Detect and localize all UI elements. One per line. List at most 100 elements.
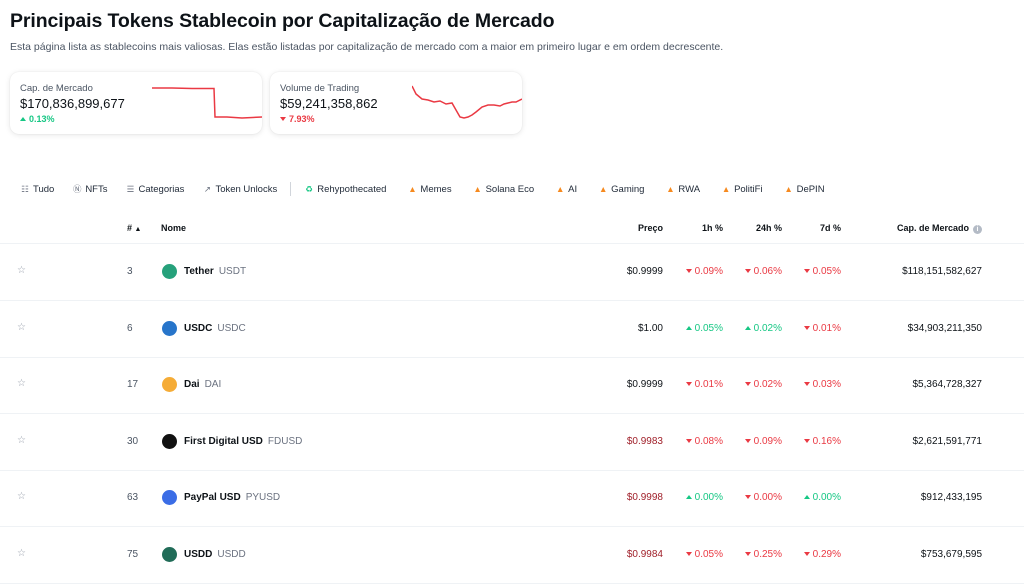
filter-categories[interactable]: ☰ Categorias xyxy=(126,183,185,195)
coin-icon xyxy=(162,547,177,562)
change-1h-cell: 0.05% xyxy=(685,549,723,560)
coin-name[interactable]: Tether USDT xyxy=(184,266,247,277)
coin-symbol: USDC xyxy=(217,322,246,334)
market-cap-change: 0.13% xyxy=(20,114,55,124)
filter-bar: ☷ Tudo Ⓝ NFTs ☰ Categorias ↗ Token Unlocks ♻… xyxy=(20,181,825,197)
volume-sparkline xyxy=(412,85,522,119)
market-cap-cell: $912,433,195 xyxy=(920,492,982,504)
table-row[interactable]: ☆ 3 Tether USDT $0.9999 0.09% 0.06% 0.05% $118,1… xyxy=(0,244,1024,301)
page-title: Principais Tokens Stablecoin por Capital… xyxy=(10,10,555,32)
star-icon[interactable]: ☆ xyxy=(17,434,26,446)
table-row[interactable]: ☆ 75 USDD USDD $0.9984 0.05% 0.25% 0.29% $753,67… xyxy=(0,527,1024,584)
filter-rehypothecated[interactable]: ♻ Rehypothecated xyxy=(305,183,387,195)
filter-token-unlocks[interactable]: ↗ Token Unlocks xyxy=(203,183,278,195)
price-cell: $0.9984 xyxy=(626,549,663,560)
mcap-header[interactable]: Cap. de Mercado i xyxy=(897,223,982,234)
rank-cell: 63 xyxy=(127,492,139,504)
fire-icon: ▲ xyxy=(784,184,793,194)
star-icon[interactable]: ☆ xyxy=(17,378,26,390)
rank-cell: 17 xyxy=(127,379,139,391)
change-7d-cell: 0.29% xyxy=(803,549,841,560)
coin-name[interactable]: Dai DAI xyxy=(184,379,222,391)
star-icon[interactable]: ☆ xyxy=(17,491,26,503)
volume-change: 7.93% xyxy=(280,114,315,124)
filter-politifi[interactable]: ▲ PolitiFi xyxy=(721,183,763,195)
volume-value: $59,241,358,862 xyxy=(280,96,378,111)
triangle-down-icon xyxy=(803,438,810,443)
market-cap-card[interactable]: Cap. de Mercado $170,836,899,677 0.13% xyxy=(10,72,262,134)
fire-icon: ▲ xyxy=(721,184,731,194)
coin-icon xyxy=(162,264,177,279)
market-cap-sparkline xyxy=(152,87,262,119)
change-24h-cell: 0.09% xyxy=(744,436,782,447)
change-7d-cell: 0.03% xyxy=(803,379,841,390)
triangle-down-icon xyxy=(803,325,810,330)
h24-header[interactable]: 24h % xyxy=(755,223,782,233)
filter-rwa[interactable]: ▲ RWA xyxy=(666,183,701,195)
triangle-down-icon xyxy=(744,269,751,273)
market-cap-cell: $753,679,595 xyxy=(920,549,982,560)
coin-icon xyxy=(162,377,177,393)
filter-gaming[interactable]: ▲ Gaming xyxy=(598,183,645,195)
fire-icon: ▲ xyxy=(408,184,417,194)
coin-symbol: USDD xyxy=(217,549,246,560)
triangle-up-icon xyxy=(744,325,751,330)
price-header[interactable]: Preço xyxy=(637,223,663,233)
change-24h-cell: 0.02% xyxy=(744,323,782,334)
table-row[interactable]: ☆ 17 Dai DAI $0.9999 0.01% 0.02% 0.03% $5,364,72… xyxy=(0,357,1024,415)
change-1h-cell: 0.08% xyxy=(685,436,723,447)
nft-icon: Ⓝ xyxy=(73,184,82,194)
filter-ai[interactable]: ▲ AI xyxy=(555,183,578,195)
triangle-down-icon xyxy=(685,382,692,387)
price-cell: $0.9998 xyxy=(626,492,663,504)
triangle-up-icon xyxy=(685,325,692,330)
change-24h-cell: 0.06% xyxy=(744,266,782,277)
rank-cell: 3 xyxy=(127,266,133,277)
table-row[interactable]: ☆ 6 USDC USDC $1.00 0.05% 0.02% 0.01% $34,903,21… xyxy=(0,301,1024,358)
star-icon[interactable]: ☆ xyxy=(17,548,26,559)
fire-icon: ▲ xyxy=(473,184,482,194)
volume-label: Volume de Trading xyxy=(280,83,360,94)
rank-cell: 30 xyxy=(127,435,139,447)
filter-depin[interactable]: ▲ DePIN xyxy=(784,183,825,195)
unlock-icon: ↗ xyxy=(203,183,211,194)
triangle-up-icon xyxy=(803,495,810,500)
coin-symbol: DAI xyxy=(204,379,222,391)
star-icon[interactable]: ☆ xyxy=(17,265,26,276)
filter-nfts[interactable]: Ⓝ NFTs xyxy=(73,183,108,195)
filter-all[interactable]: ☷ Tudo xyxy=(21,183,55,195)
triangle-up-icon xyxy=(685,495,692,500)
sort-asc-icon: ▲ xyxy=(134,226,142,233)
h1-header[interactable]: 1h % xyxy=(701,223,723,233)
triangle-down-icon xyxy=(744,552,751,556)
coin-name[interactable]: USDC USDC xyxy=(184,322,246,334)
triangle-down-icon xyxy=(803,382,810,387)
rank-header[interactable]: # ▲ xyxy=(127,223,142,233)
filter-divider xyxy=(290,182,292,196)
coin-name[interactable]: PayPal USD PYUSD xyxy=(184,492,281,504)
triangle-up-icon xyxy=(20,117,26,121)
change-1h-cell: 0.09% xyxy=(685,266,723,277)
star-icon[interactable]: ☆ xyxy=(17,321,26,333)
market-cap-label: Cap. de Mercado xyxy=(20,83,93,94)
market-cap-cell: $118,151,582,627 xyxy=(902,266,982,277)
list-icon: ☰ xyxy=(126,183,135,194)
price-cell: $0.9999 xyxy=(626,266,663,277)
coin-symbol: FDUSD xyxy=(267,435,303,447)
name-header[interactable]: Nome xyxy=(161,223,187,233)
filter-solana-eco[interactable]: ▲ Solana Eco xyxy=(473,183,535,195)
coin-name[interactable]: USDD USDD xyxy=(184,549,246,560)
filter-memes[interactable]: ▲ Memes xyxy=(408,183,452,195)
info-icon[interactable]: i xyxy=(973,225,982,234)
fire-icon: ▲ xyxy=(598,184,608,194)
rank-cell: 6 xyxy=(127,322,133,334)
change-7d-cell: 0.16% xyxy=(803,436,841,447)
volume-card[interactable]: Volume de Trading $59,241,358,862 7.93% xyxy=(270,72,522,134)
recycle-icon: ♻ xyxy=(305,183,314,194)
triangle-down-icon xyxy=(744,438,751,443)
table-row[interactable]: ☆ 30 First Digital USD FDUSD $0.9983 0.08% 0.0… xyxy=(0,414,1024,471)
table-row[interactable]: ☆ 63 PayPal USD PYUSD $0.9998 0.00% 0.00% 0.00%… xyxy=(0,470,1024,528)
d7-header[interactable]: 7d % xyxy=(819,223,841,233)
coin-name[interactable]: First Digital USD FDUSD xyxy=(184,435,303,447)
coin-icon xyxy=(162,433,177,449)
